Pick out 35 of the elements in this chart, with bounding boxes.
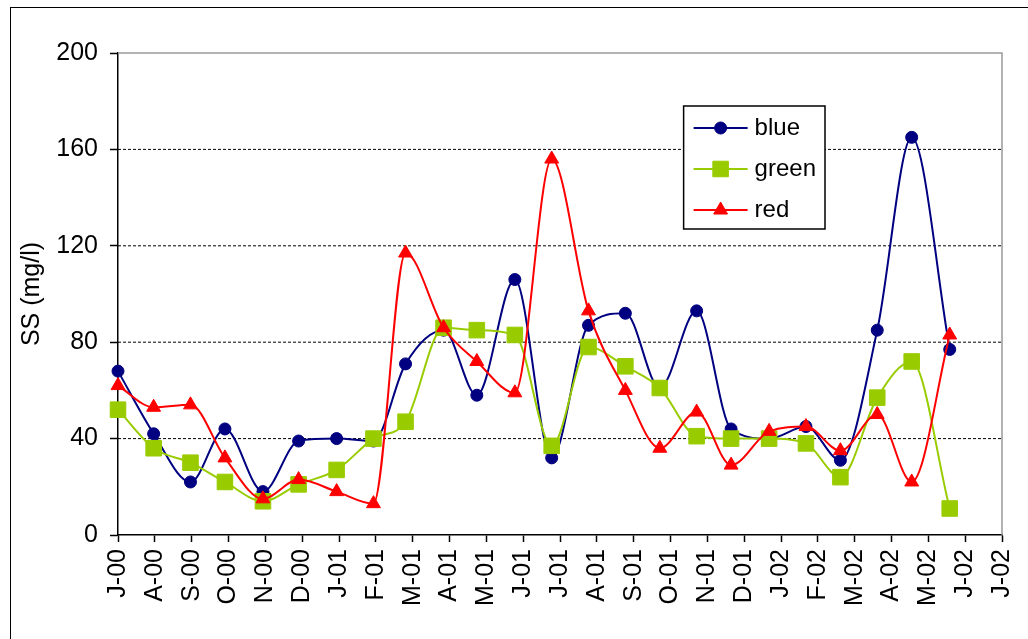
- legend-label: blue: [754, 112, 800, 140]
- x-tick-label: J-02: [764, 549, 793, 598]
- x-tick-label: J-01: [507, 549, 536, 598]
- legend-label: green: [754, 153, 817, 181]
- x-tick-label: F-02: [801, 549, 830, 601]
- y-axis-title: SS (mg/l): [15, 241, 44, 347]
- x-tick-label: D-00: [286, 549, 315, 604]
- y-tick-label: 200: [56, 36, 98, 65]
- x-tick-label: O-00: [212, 549, 241, 605]
- x-tick-label: A-00: [138, 549, 167, 602]
- x-tick-label: M-01: [396, 549, 425, 606]
- x-tick-label: F-01: [359, 549, 388, 601]
- x-tick-label: M-01: [470, 549, 499, 606]
- x-tick-label: N-01: [691, 549, 720, 604]
- x-tick-label: J-01: [543, 549, 572, 598]
- x-tick-label: N-00: [249, 549, 278, 604]
- y-tick-label: 40: [70, 422, 98, 451]
- y-tick-label: 160: [56, 133, 98, 162]
- x-tick-label: O-01: [654, 549, 683, 605]
- x-tick-label: J-00: [101, 549, 130, 598]
- x-tick-label: S-01: [617, 549, 646, 602]
- x-tick-label: S-00: [175, 549, 204, 602]
- x-tick-label: M-02: [912, 549, 941, 606]
- x-tick-label: A-02: [875, 549, 904, 602]
- y-tick-label: 120: [56, 229, 98, 258]
- y-tick-label: 0: [84, 518, 98, 547]
- x-tick-label: J-02: [949, 549, 978, 598]
- x-tick-label: M-02: [838, 549, 867, 606]
- x-tick-label: D-01: [728, 549, 757, 604]
- x-tick-label: A-01: [580, 549, 609, 602]
- y-tick-label: 80: [70, 326, 98, 355]
- x-tick-label: J-01: [322, 549, 351, 598]
- legend-label: red: [754, 194, 790, 222]
- x-tick-label: A-01: [433, 549, 462, 602]
- x-tick-label: J-02: [985, 549, 1014, 598]
